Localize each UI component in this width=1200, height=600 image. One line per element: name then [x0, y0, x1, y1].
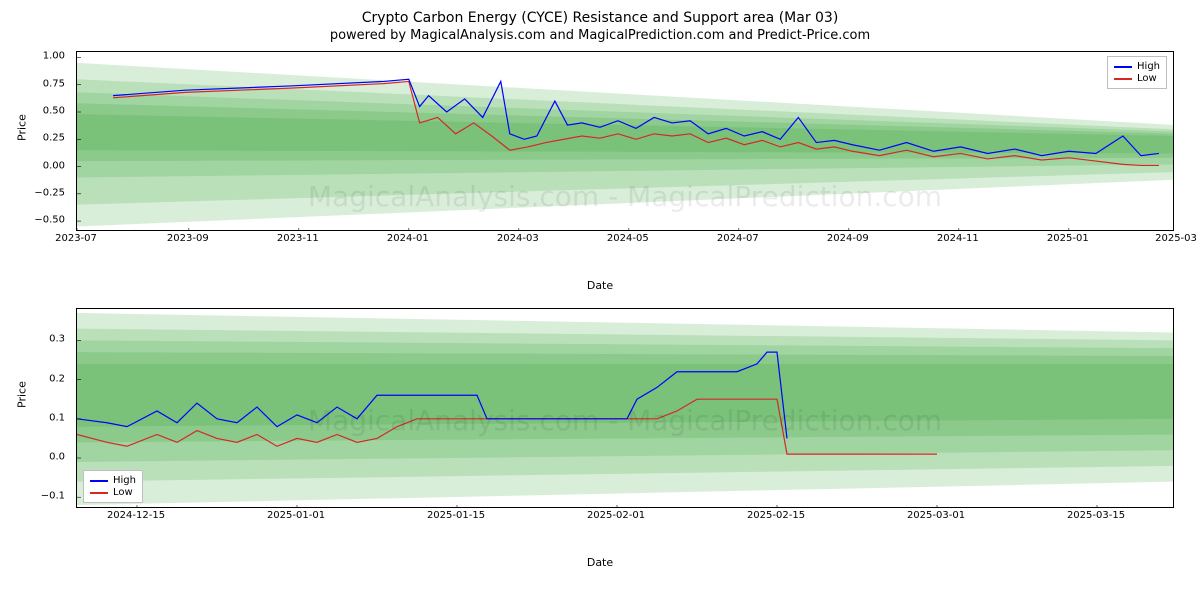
y-tick-label: −0.1: [20, 491, 65, 502]
support-resistance-band: [77, 364, 1174, 427]
chart-2-plot-area: MagicalAnalysis.com - MagicalPrediction.…: [76, 308, 1174, 508]
x-tick-label: 2023-11: [277, 233, 319, 244]
x-tick-label: 2025-02-15: [747, 510, 805, 521]
chart-1-y-axis: Price −0.50−0.250.000.250.500.751.00: [16, 51, 71, 231]
legend-label-high: High: [113, 475, 136, 486]
legend-swatch-low: [1114, 78, 1132, 80]
chart-2-x-label: Date: [16, 556, 1184, 569]
legend-label-low: Low: [1137, 73, 1157, 84]
x-tick-label: 2024-03: [497, 233, 539, 244]
chart-2-x-axis: 2024-12-15 2025-01-01 2025-01-15 2025-02-01…: [76, 508, 1174, 540]
y-tick-label: 0.75: [20, 78, 65, 89]
chart-title: Crypto Carbon Energy (CYCE) Resistance a…: [16, 10, 1184, 26]
x-tick-label: 2024-07: [717, 233, 759, 244]
legend-label-low: Low: [113, 487, 133, 498]
chart-1: Price −0.50−0.250.000.250.500.751.00 Mag…: [16, 51, 1184, 292]
y-tick-label: 0.0: [20, 452, 65, 463]
legend-entry-low: Low: [90, 487, 136, 498]
chart-subtitle: powered by MagicalAnalysis.com and Magic…: [16, 28, 1184, 43]
legend-entry-low: Low: [1114, 73, 1160, 84]
x-tick-label: 2025-01-15: [427, 510, 485, 521]
chart-1-plot-area: MagicalAnalysis.com - MagicalPrediction.…: [76, 51, 1174, 231]
chart-2: Price −0.1 0.0 0.1 0.2 0.3 MagicalAnalysis.c…: [16, 308, 1184, 569]
x-tick-label: 2025-01: [1047, 233, 1089, 244]
x-tick-label: 2025-03-15: [1067, 510, 1125, 521]
chart-2-y-label: Price: [16, 381, 29, 408]
y-tick-label: 0.3: [20, 334, 65, 345]
x-tick-label: 2023-09: [167, 233, 209, 244]
x-tick-label: 2025-01-01: [267, 510, 325, 521]
y-tick-label: 0.00: [20, 160, 65, 171]
x-tick-label: 2025-03: [1155, 233, 1197, 244]
x-tick-label: 2023-07: [55, 233, 97, 244]
chart-1-legend: High Low: [1107, 56, 1167, 89]
chart-2-legend: High Low: [83, 470, 143, 503]
x-tick-label: 2025-02-01: [587, 510, 645, 521]
x-tick-label: 2024-05: [607, 233, 649, 244]
y-tick-label: 0.25: [20, 133, 65, 144]
x-tick-label: 2024-09: [827, 233, 869, 244]
y-tick-label: 0.50: [20, 106, 65, 117]
chart-2-y-axis: Price −0.1 0.0 0.1 0.2 0.3: [16, 308, 71, 508]
y-tick-label: −0.50: [20, 215, 65, 226]
x-tick-label: 2024-01: [387, 233, 429, 244]
legend-swatch-high: [90, 480, 108, 482]
chart-1-x-axis: 2023-072023-092023-112024-012024-032024-…: [76, 231, 1174, 263]
chart-1-x-label: Date: [16, 279, 1184, 292]
y-tick-label: −0.25: [20, 187, 65, 198]
y-tick-label: 0.2: [20, 373, 65, 384]
x-tick-label: 2025-03-01: [907, 510, 965, 521]
legend-entry-high: High: [90, 475, 136, 486]
x-tick-label: 2024-12-15: [107, 510, 165, 521]
chart-2-svg: [77, 309, 1174, 508]
y-tick-label: 1.00: [20, 51, 65, 62]
x-tick-label: 2024-11: [937, 233, 979, 244]
y-tick-label: 0.1: [20, 412, 65, 423]
legend-swatch-low: [90, 492, 108, 494]
chart-1-svg: [77, 52, 1174, 231]
legend-label-high: High: [1137, 61, 1160, 72]
legend-entry-high: High: [1114, 61, 1160, 72]
legend-swatch-high: [1114, 66, 1132, 68]
